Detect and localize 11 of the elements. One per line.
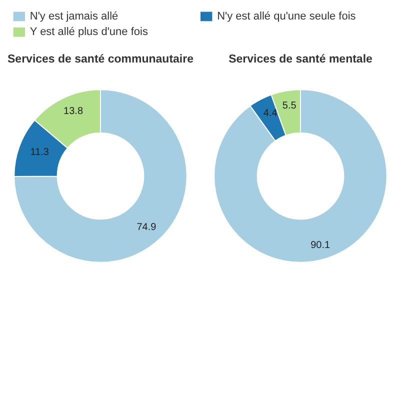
data-label: 74.9 [136,222,157,234]
data-label: 90.1 [310,240,330,251]
data-label: 11.3 [30,146,50,158]
legend-label: Y est allé plus d'une fois [30,26,148,38]
chart-title: Services de santé mentale [228,54,372,66]
data-label: 13.8 [64,106,84,118]
text: Services de santé communautaire [8,54,194,66]
data-label: 5.5 [282,100,297,112]
legend-label: N'y est allé qu'une seule fois [217,10,356,22]
data-label: 4.4 [263,108,278,119]
legend-label: N'y est jamais allé [30,10,118,22]
